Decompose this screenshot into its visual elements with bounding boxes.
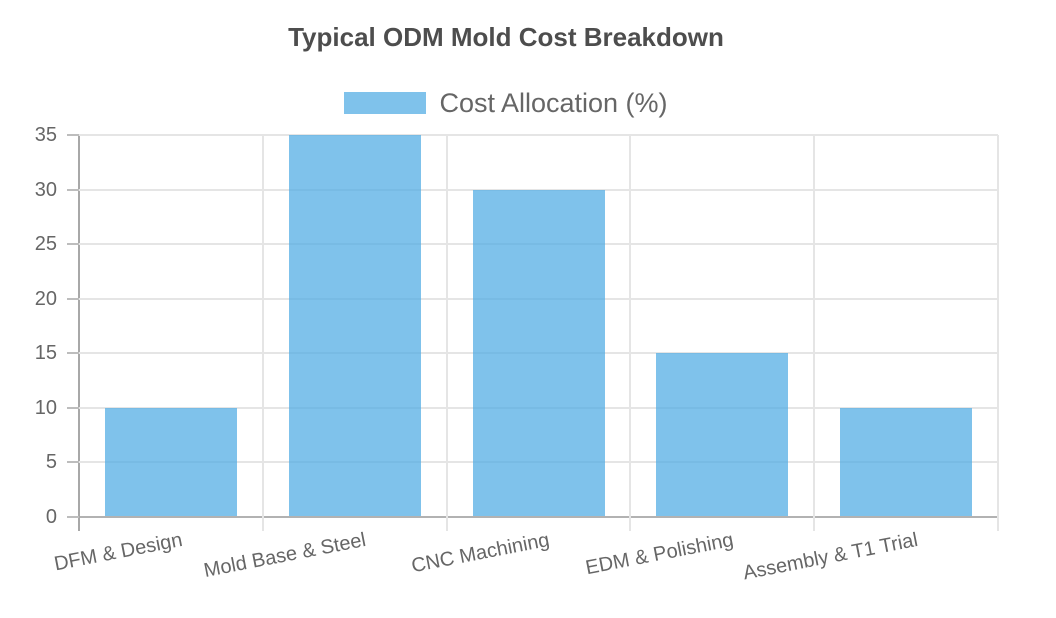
x-axis-tick-label: DFM & Design [52,529,185,576]
gridline-vertical [997,135,999,517]
bar-1[interactable] [104,407,237,516]
bar-4[interactable] [656,353,789,516]
y-axis-tick-mark [67,516,79,518]
x-axis-tick-mark [629,517,632,531]
legend-color-swatch-icon [344,92,427,114]
y-axis-tick-mark [67,243,79,246]
gridline-vertical [445,135,448,517]
x-axis-tick-mark [997,517,999,531]
x-axis-tick-label: CNC Machining [410,529,552,578]
y-axis-tick-mark [67,134,79,136]
chart-title: Typical ODM Mold Cost Breakdown [288,22,724,52]
x-axis-tick-label: Mold Base & Steel [202,529,368,582]
plot-area [67,134,999,531]
y-axis-labels: 0 5 10 15 20 25 30 35 [0,124,57,528]
x-axis-tick-mark [445,517,448,531]
gridline-horizontal [79,188,998,191]
y-axis-tick-label: 5 [45,451,57,474]
x-axis-tick-label: Assembly & T1 Trial [740,529,920,585]
y-axis-tick-mark [67,352,79,355]
y-axis-tick-mark [67,188,79,191]
y-axis-tick-label: 10 [34,396,57,419]
gridline-horizontal [79,134,998,136]
y-axis-tick-mark [67,461,79,464]
x-axis-tick-label: EDM & Polishing [584,529,736,580]
bar-5[interactable] [840,407,973,516]
y-axis-tick-label: 0 [45,506,57,528]
gridline-vertical [813,135,816,517]
y-axis-tick-mark [67,297,79,300]
y-axis-tick-label: 25 [34,233,57,256]
bar-3[interactable] [472,189,605,516]
y-axis-line [78,135,80,531]
legend-label: Cost Allocation (%) [439,88,668,118]
x-axis-labels: DFM & Design Mold Base & Steel CNC Machini… [52,517,998,617]
y-axis-tick-label: 15 [34,342,57,365]
gridline-vertical [629,135,632,517]
bar-2[interactable] [288,135,421,516]
x-axis-tick-mark [813,517,816,531]
legend[interactable]: Cost Allocation (%) [0,88,1012,118]
y-axis-tick-mark [67,406,79,409]
x-axis-tick-mark [261,517,264,531]
y-axis-tick-label: 35 [34,124,57,146]
x-axis-line [79,516,998,518]
y-axis-tick-label: 30 [34,178,57,201]
gridline-vertical [261,135,264,517]
y-axis-tick-label: 20 [34,287,57,310]
